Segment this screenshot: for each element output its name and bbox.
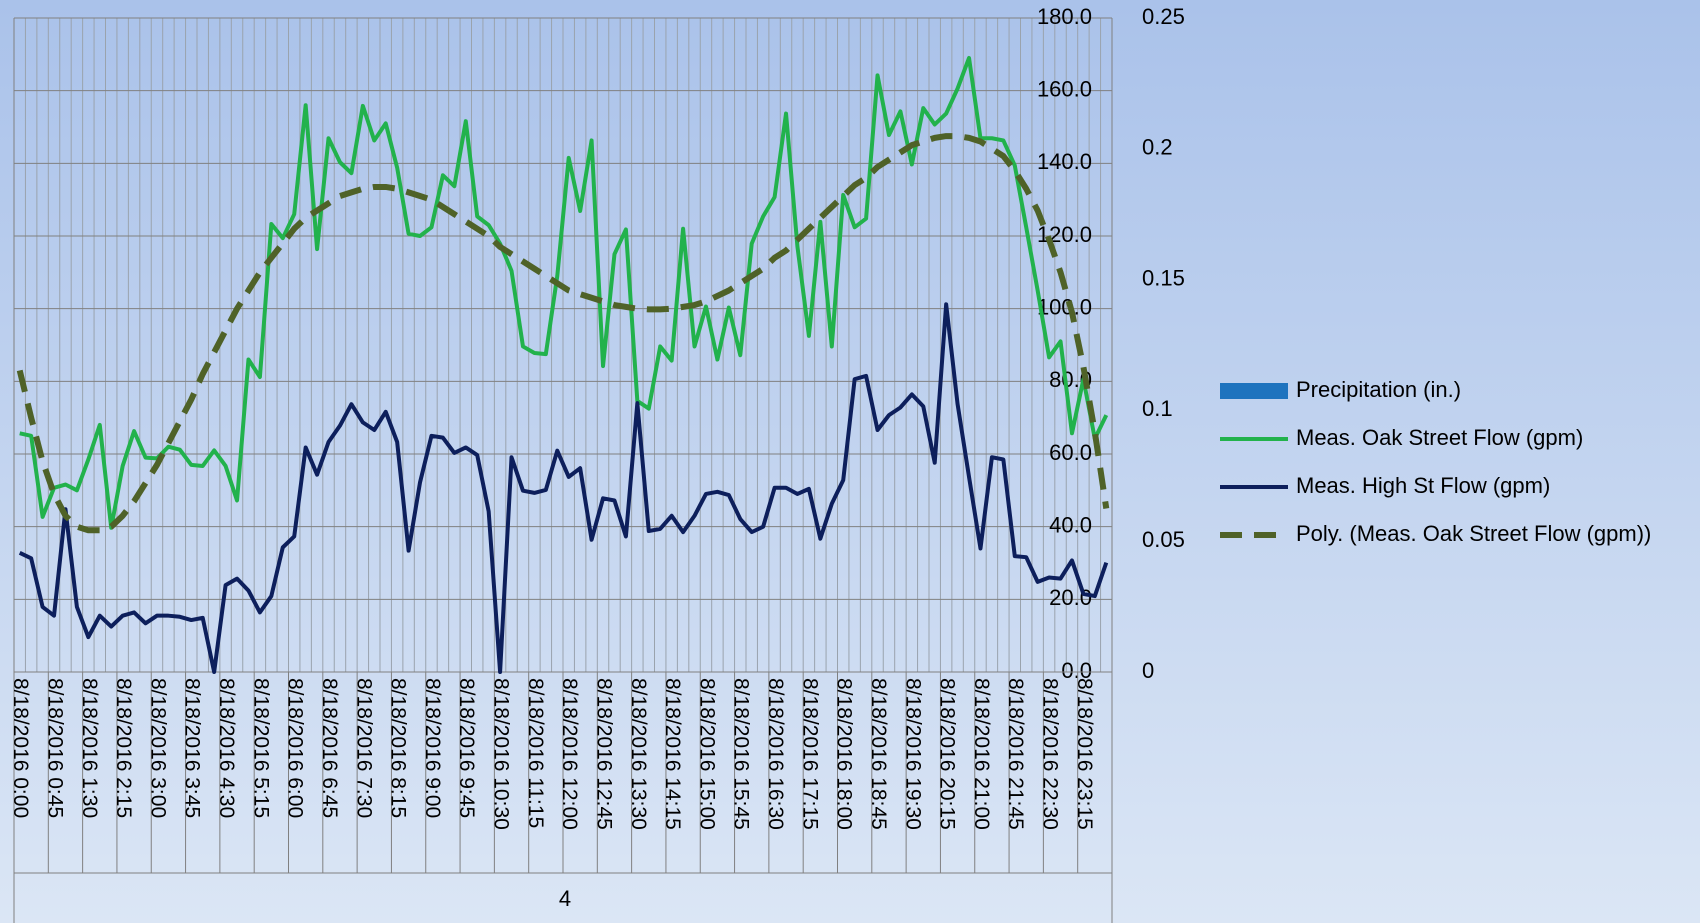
x-tick-label: 8/18/2016 6:45 xyxy=(318,678,341,818)
y-tick-label: 0.0 xyxy=(1061,658,1092,683)
x-tick-label: 8/18/2016 5:15 xyxy=(249,678,272,818)
x-tick-label: 8/18/2016 9:45 xyxy=(455,678,478,818)
x-tick-label: 8/18/2016 19:30 xyxy=(901,678,924,830)
x-group-label: 4 xyxy=(559,886,571,911)
line xyxy=(19,55,1109,530)
x-tick-label: 8/18/2016 21:45 xyxy=(1004,678,1027,830)
x-tick-label: 8/18/2016 2:15 xyxy=(112,678,135,818)
trend-line xyxy=(16,133,1110,534)
x-tick-label: 8/18/2016 22:30 xyxy=(1039,678,1062,830)
x-tick-label: 8/18/2016 8:15 xyxy=(387,678,410,818)
x-tick-label: 8/18/2016 1:30 xyxy=(78,678,101,818)
legend-label: Poly. (Meas. Oak Street Flow (gpm)) xyxy=(1296,521,1651,546)
legend-label: Meas. High St Flow (gpm) xyxy=(1296,473,1550,498)
x-tick-label: 8/18/2016 0:00 xyxy=(9,678,32,818)
x-tick-label: 8/18/2016 6:00 xyxy=(284,678,307,818)
x-tick-label: 8/18/2016 18:00 xyxy=(833,678,856,830)
x-tick-label: 8/18/2016 16:30 xyxy=(764,678,787,830)
x-tick-label: 8/18/2016 17:15 xyxy=(798,678,821,830)
y2-tick-label: 0.15 xyxy=(1142,265,1185,290)
x-tick-label: 8/18/2016 3:45 xyxy=(181,678,204,818)
x-tick-label: 8/18/2016 10:30 xyxy=(490,678,513,830)
y-tick-label: 140.0 xyxy=(1037,149,1092,174)
x-tick-label: 8/18/2016 15:00 xyxy=(695,678,718,830)
x-tick-label: 8/18/2016 11:15 xyxy=(524,678,547,828)
x-tick-label: 8/18/2016 15:45 xyxy=(730,678,753,830)
x-tick-label: 8/18/2016 7:30 xyxy=(352,678,375,818)
y-tick-label: 120.0 xyxy=(1037,222,1092,247)
x-tick-label: 8/18/2016 18:45 xyxy=(867,678,890,830)
y2-tick-label: 0.2 xyxy=(1142,135,1173,160)
y-tick-label: 100.0 xyxy=(1037,294,1092,319)
y2-tick-label: 0.25 xyxy=(1142,4,1185,29)
x-tick-label: 8/18/2016 14:15 xyxy=(661,678,684,830)
y2-tick-label: 0 xyxy=(1142,658,1154,683)
x-tick-label: 8/18/2016 23:15 xyxy=(1073,678,1096,830)
x-tick-label: 8/18/2016 13:30 xyxy=(627,678,650,830)
x-tick-label: 8/18/2016 3:00 xyxy=(146,678,169,818)
x-tick-label: 8/18/2016 0:45 xyxy=(43,678,66,818)
x-tick-label: 8/18/2016 12:00 xyxy=(558,678,581,830)
y2-tick-label: 0.1 xyxy=(1142,396,1173,421)
x-tick-label: 8/18/2016 20:15 xyxy=(936,678,959,830)
x-tick-label: 8/18/2016 21:00 xyxy=(970,678,993,830)
y-tick-label: 20.0 xyxy=(1049,585,1092,610)
y-tick-label: 60.0 xyxy=(1049,440,1092,465)
legend-label: Precipitation (in.) xyxy=(1296,377,1461,402)
line xyxy=(18,302,1109,674)
y-tick-label: 180.0 xyxy=(1037,4,1092,29)
legend-label: Meas. Oak Street Flow (gpm) xyxy=(1296,425,1583,450)
y2-tick-label: 0.05 xyxy=(1142,527,1185,552)
x-tick-label: 8/18/2016 4:30 xyxy=(215,678,238,818)
x-tick-label: 8/18/2016 12:45 xyxy=(592,678,615,830)
y-tick-label: 40.0 xyxy=(1049,512,1092,537)
legend-swatch xyxy=(1220,383,1288,399)
y-tick-label: 160.0 xyxy=(1037,76,1092,101)
x-tick-label: 8/18/2016 9:00 xyxy=(421,678,444,818)
